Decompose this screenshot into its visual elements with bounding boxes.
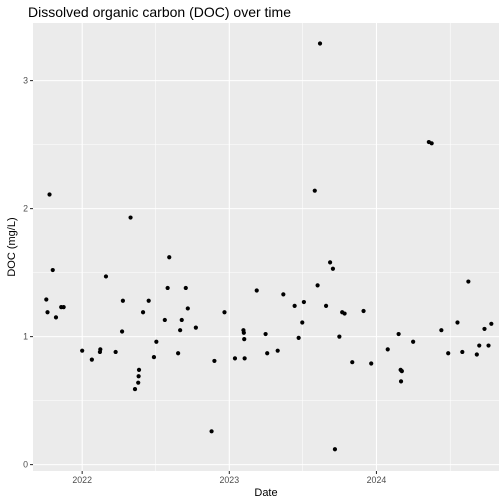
data-point xyxy=(324,304,328,308)
data-point xyxy=(114,350,118,354)
data-point xyxy=(163,318,167,322)
data-point xyxy=(446,351,450,355)
data-point xyxy=(475,352,479,356)
data-point xyxy=(212,359,216,363)
data-point xyxy=(154,340,158,344)
data-point xyxy=(482,327,486,331)
data-point xyxy=(209,429,213,433)
x-tick-label: 2022 xyxy=(72,475,92,485)
data-point xyxy=(128,215,132,219)
data-point xyxy=(243,356,247,360)
data-point xyxy=(242,331,246,335)
data-point xyxy=(62,305,66,309)
data-point xyxy=(47,192,51,196)
data-point xyxy=(400,369,404,373)
data-point xyxy=(411,340,415,344)
data-point xyxy=(104,274,108,278)
data-point xyxy=(141,310,145,314)
data-point xyxy=(147,299,151,303)
y-tick-label: 0 xyxy=(23,460,28,470)
x-axis: 2022 2023 2024 xyxy=(72,471,386,485)
data-point xyxy=(276,349,280,353)
data-point xyxy=(337,335,341,339)
data-point xyxy=(263,332,267,336)
y-tick-label: 1 xyxy=(23,332,28,342)
data-point xyxy=(386,347,390,351)
data-point xyxy=(477,343,481,347)
data-point xyxy=(51,268,55,272)
data-point xyxy=(361,309,365,313)
data-point xyxy=(184,286,188,290)
data-point xyxy=(98,347,102,351)
data-point xyxy=(44,297,48,301)
data-point xyxy=(136,381,140,385)
data-point xyxy=(152,355,156,359)
data-point xyxy=(315,283,319,287)
x-axis-title: Date xyxy=(254,487,277,499)
data-point xyxy=(242,337,246,341)
data-point xyxy=(167,255,171,259)
y-tick-label: 2 xyxy=(23,204,28,214)
y-axis-title: DOC (mg/L) xyxy=(6,217,18,276)
data-point xyxy=(486,343,490,347)
data-point xyxy=(45,310,49,314)
data-point xyxy=(455,320,459,324)
data-point xyxy=(318,41,322,45)
data-point xyxy=(186,306,190,310)
data-point xyxy=(121,299,125,303)
data-point xyxy=(333,447,337,451)
data-point xyxy=(137,368,141,372)
chart-title: Dissolved organic carbon (DOC) over time xyxy=(28,4,291,20)
data-point xyxy=(176,351,180,355)
data-point xyxy=(313,189,317,193)
data-point xyxy=(180,318,184,322)
data-point xyxy=(166,286,170,290)
data-point xyxy=(178,328,182,332)
data-point xyxy=(194,326,198,330)
x-tick-label: 2024 xyxy=(367,475,387,485)
data-point xyxy=(297,336,301,340)
plot-panel xyxy=(33,23,499,471)
data-point xyxy=(90,358,94,362)
data-point xyxy=(350,360,354,364)
data-point xyxy=(331,267,335,271)
data-point xyxy=(54,315,58,319)
y-tick-label: 3 xyxy=(23,76,28,86)
data-point xyxy=(489,322,493,326)
data-point xyxy=(293,304,297,308)
x-tick-label: 2023 xyxy=(220,475,240,485)
data-point xyxy=(328,260,332,264)
data-point xyxy=(120,329,124,333)
data-point xyxy=(460,350,464,354)
data-point xyxy=(430,141,434,145)
data-point xyxy=(222,310,226,314)
data-point xyxy=(369,361,373,365)
data-point xyxy=(302,300,306,304)
data-point xyxy=(255,288,259,292)
y-axis: 0 1 2 3 xyxy=(23,76,33,470)
data-point xyxy=(80,349,84,353)
data-point xyxy=(439,328,443,332)
data-point xyxy=(265,351,269,355)
data-point xyxy=(137,374,141,378)
data-point xyxy=(466,279,470,283)
data-point xyxy=(300,320,304,324)
data-point xyxy=(399,379,403,383)
data-point xyxy=(133,387,137,391)
data-point xyxy=(343,311,347,315)
data-point xyxy=(233,356,237,360)
data-point xyxy=(397,332,401,336)
data-point xyxy=(281,292,285,296)
